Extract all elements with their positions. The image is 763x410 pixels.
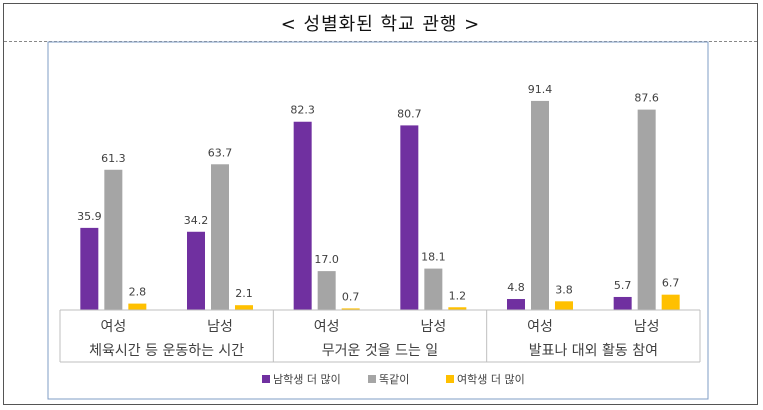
category-label-0: 여성	[100, 319, 126, 335]
bar-1-1	[211, 164, 229, 310]
data-label-1-2: 17.0	[314, 253, 339, 266]
data-label-0-3: 80.7	[397, 107, 422, 120]
data-label-2-4: 3.8	[555, 283, 573, 296]
bar-1-4	[531, 100, 549, 310]
data-label-2-0: 2.8	[129, 286, 147, 299]
legend-label-2: 여학생 더 많이	[457, 373, 525, 386]
data-label-0-0: 35.9	[77, 210, 102, 223]
data-label-1-4: 91.4	[528, 83, 553, 96]
category-label-1: 남성	[207, 319, 233, 335]
chart-title: < 성별화된 학교 관행 >	[280, 13, 481, 35]
legend-label-0: 남학생 더 많이	[273, 373, 341, 386]
bars-layer	[80, 100, 680, 311]
group-label-2: 발표나 대외 활동 참여	[529, 343, 658, 359]
group-label-0: 체육시간 등 운동하는 시간	[89, 343, 244, 359]
bar-2-4	[555, 301, 573, 310]
bar-2-3	[448, 307, 467, 310]
labels-layer: 35.9 61.3 2.8 34.2 63.7 2.1 82.3 17.0 0.7 80.7 18.…	[77, 83, 679, 303]
data-label-0-4: 4.8	[507, 281, 525, 294]
data-label-1-5: 87.6	[634, 92, 659, 105]
category-label-4: 여성	[527, 319, 553, 335]
bar-2-2	[341, 308, 360, 310]
bar-1-3	[424, 268, 443, 310]
bar-0-3	[400, 125, 419, 311]
bar-0-5	[613, 296, 632, 310]
data-label-0-1: 34.2	[184, 214, 209, 227]
data-label-0-2: 82.3	[290, 104, 315, 117]
bar-2-5	[661, 294, 680, 310]
bar-0-4	[507, 299, 525, 310]
legend-swatch-0	[262, 375, 270, 383]
bar-1-5	[637, 109, 656, 311]
data-label-2-3: 1.2	[449, 289, 467, 302]
data-label-0-5: 5.7	[614, 279, 632, 292]
category-label-3: 남성	[420, 319, 446, 335]
bar-0-1	[187, 231, 205, 310]
data-label-2-5: 6.7	[662, 277, 680, 290]
bar-1-0	[104, 169, 123, 310]
plot-area-border	[47, 41, 709, 400]
bar-1-2	[317, 271, 336, 310]
bar-2-0	[128, 303, 147, 310]
bar-0-0	[80, 227, 99, 310]
data-label-1-1: 63.7	[208, 146, 233, 159]
bar-2-1	[235, 305, 253, 310]
data-label-2-1: 2.1	[235, 287, 253, 300]
data-label-2-2: 0.7	[342, 290, 360, 303]
category-label-2: 여성	[314, 319, 340, 335]
legend-label-1: 똑같이	[379, 373, 409, 386]
bar-0-2	[293, 121, 312, 311]
data-label-1-3: 18.1	[421, 251, 446, 264]
category-label-5: 남성	[634, 319, 660, 335]
legend-swatch-2	[446, 375, 454, 383]
data-label-1-0: 61.3	[101, 152, 126, 165]
legend: 남학생 더 많이 똑같이 여학생 더 많이	[262, 373, 525, 386]
legend-swatch-1	[368, 375, 376, 383]
group-label-1: 무거운 것을 드는 일	[322, 343, 438, 359]
